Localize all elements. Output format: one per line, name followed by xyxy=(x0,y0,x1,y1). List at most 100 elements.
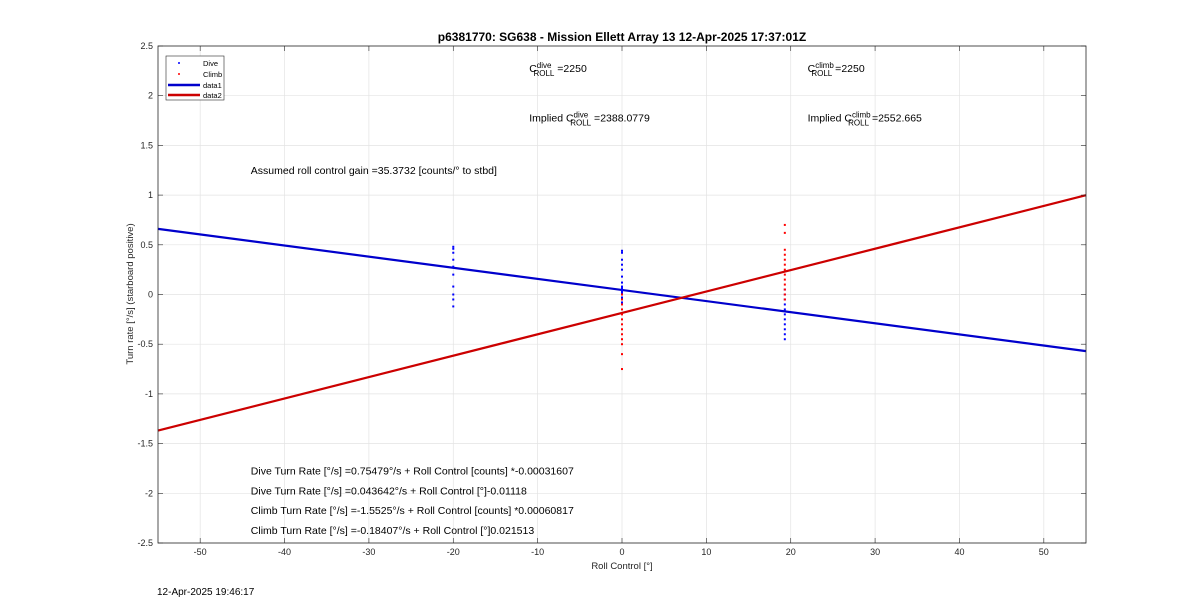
dive-point xyxy=(452,245,455,248)
x-tick-label: 50 xyxy=(1039,547,1049,557)
notes: Assumed roll control gain =35.3732 [coun… xyxy=(251,165,574,537)
dive-point xyxy=(621,301,623,304)
climb-point xyxy=(621,303,623,306)
legend-label-data2: data2 xyxy=(203,91,222,100)
dive-point xyxy=(621,291,623,294)
annotation-implied_climb: Implied Cclimb ROLL =2552.665 xyxy=(808,111,922,128)
climb-point xyxy=(783,258,786,261)
climb-point xyxy=(621,293,623,296)
dive-point xyxy=(452,251,455,254)
dive-point xyxy=(621,285,623,288)
climb-point xyxy=(621,323,623,326)
climb-point xyxy=(783,293,786,296)
data-layer xyxy=(157,194,1087,432)
annotation-sub: ROLL xyxy=(533,69,554,78)
dive-point xyxy=(621,268,623,271)
y-tick-label: 2.5 xyxy=(140,41,153,51)
climb-point xyxy=(783,278,786,281)
note-dive_counts: Dive Turn Rate [°/s] =0.75479°/s + Roll … xyxy=(251,465,574,477)
climb-point xyxy=(783,283,786,286)
dive-point xyxy=(452,285,455,288)
dive-point xyxy=(621,275,623,278)
dive-point xyxy=(621,287,623,290)
y-tick-label: 1.5 xyxy=(140,140,153,150)
y-tick-label: -1.5 xyxy=(137,439,153,449)
annotation-suffix: =2250 xyxy=(554,63,587,75)
y-tick-label: -2 xyxy=(145,488,153,498)
annotation-prefix: C xyxy=(808,63,816,75)
legend-swatch-climb xyxy=(178,73,180,75)
x-tick-label: 0 xyxy=(619,547,624,557)
annotation-implied_dive: Implied Cdive ROLL =2388.0779 xyxy=(529,111,650,128)
annotation-sub: ROLL xyxy=(811,69,832,78)
climb-point xyxy=(621,353,623,356)
note-climb_counts: Climb Turn Rate [°/s] =-1.5525°/s + Roll… xyxy=(251,505,574,517)
y-tick-label: 0 xyxy=(148,290,153,300)
x-tick-label: -30 xyxy=(362,547,375,557)
dive-point xyxy=(452,247,455,250)
dive-point xyxy=(783,333,786,336)
climb-point xyxy=(621,333,623,336)
annotation-c_dive: Cdive ROLL =2250 xyxy=(529,61,587,78)
y-tick-label: -1 xyxy=(145,389,153,399)
annotation-prefix: Implied C xyxy=(808,113,853,125)
legend-label-data1: data1 xyxy=(203,81,222,90)
annotation-suffix: =2250 xyxy=(832,63,865,75)
climb-point xyxy=(621,318,623,321)
climb-point xyxy=(621,298,623,301)
climb-point xyxy=(783,223,786,226)
annotation-prefix: C xyxy=(529,63,537,75)
dive-point xyxy=(621,249,623,252)
climb-point xyxy=(783,263,786,266)
annotation-sub: ROLL xyxy=(848,119,869,128)
note-gain: Assumed roll control gain =35.3732 [coun… xyxy=(251,165,497,177)
note-dive_deg: Dive Turn Rate [°/s] =0.043642°/s + Roll… xyxy=(251,485,527,497)
dive-point xyxy=(621,263,623,266)
dive-point xyxy=(783,328,786,331)
annotation-sup: climb xyxy=(852,111,871,120)
annotation-suffix: =2388.0779 xyxy=(591,113,650,125)
dive-point xyxy=(621,251,623,254)
y-tick-label: 2 xyxy=(148,91,153,101)
dive-point xyxy=(452,293,455,296)
note-climb_deg: Climb Turn Rate [°/s] =-0.18407°/s + Rol… xyxy=(251,525,535,537)
annotation-sup: dive xyxy=(537,61,552,70)
print-timestamp: 12-Apr-2025 19:46:17 xyxy=(157,587,255,598)
x-tick-label: -40 xyxy=(278,547,291,557)
x-tick-label: 30 xyxy=(870,547,880,557)
legend: Dive Climb data1 data2 xyxy=(165,55,225,101)
climb-point xyxy=(783,288,786,291)
climb-point xyxy=(783,273,786,276)
dive-point xyxy=(621,289,623,292)
chart-title: p6381770: SG638 - Mission Ellett Array 1… xyxy=(438,30,806,44)
climb-point xyxy=(783,253,786,256)
dive-point xyxy=(452,265,455,268)
dive-point xyxy=(452,258,455,261)
x-tick-label: 40 xyxy=(954,547,964,557)
dive-point xyxy=(452,298,455,301)
annotation-c_climb: Cclimb ROLL =2250 xyxy=(808,61,865,78)
y-tick-label: 0.5 xyxy=(140,240,153,250)
climb-point xyxy=(621,343,623,346)
dive-point xyxy=(783,338,786,341)
legend-swatch-dive xyxy=(178,62,180,64)
annotation-prefix: Implied C xyxy=(529,113,574,125)
dive-point xyxy=(783,318,786,321)
annotation-sup: climb xyxy=(815,61,834,70)
x-tick-label: 10 xyxy=(701,547,711,557)
climb-point xyxy=(621,338,623,341)
legend-label-climb: Climb xyxy=(203,70,222,79)
dive-point xyxy=(783,308,786,311)
x-tick-label: -10 xyxy=(531,547,544,557)
climb-point xyxy=(783,248,786,251)
dive-point xyxy=(452,273,455,276)
y-axis-label: Turn rate [°/s] (starboard positive) xyxy=(125,223,136,364)
climb-point xyxy=(783,268,786,271)
dive-point xyxy=(452,305,455,308)
annotation-sub: ROLL xyxy=(570,119,591,128)
fit-line-data2 xyxy=(157,194,1087,432)
dive-point xyxy=(621,258,623,261)
climb-point xyxy=(621,328,623,331)
